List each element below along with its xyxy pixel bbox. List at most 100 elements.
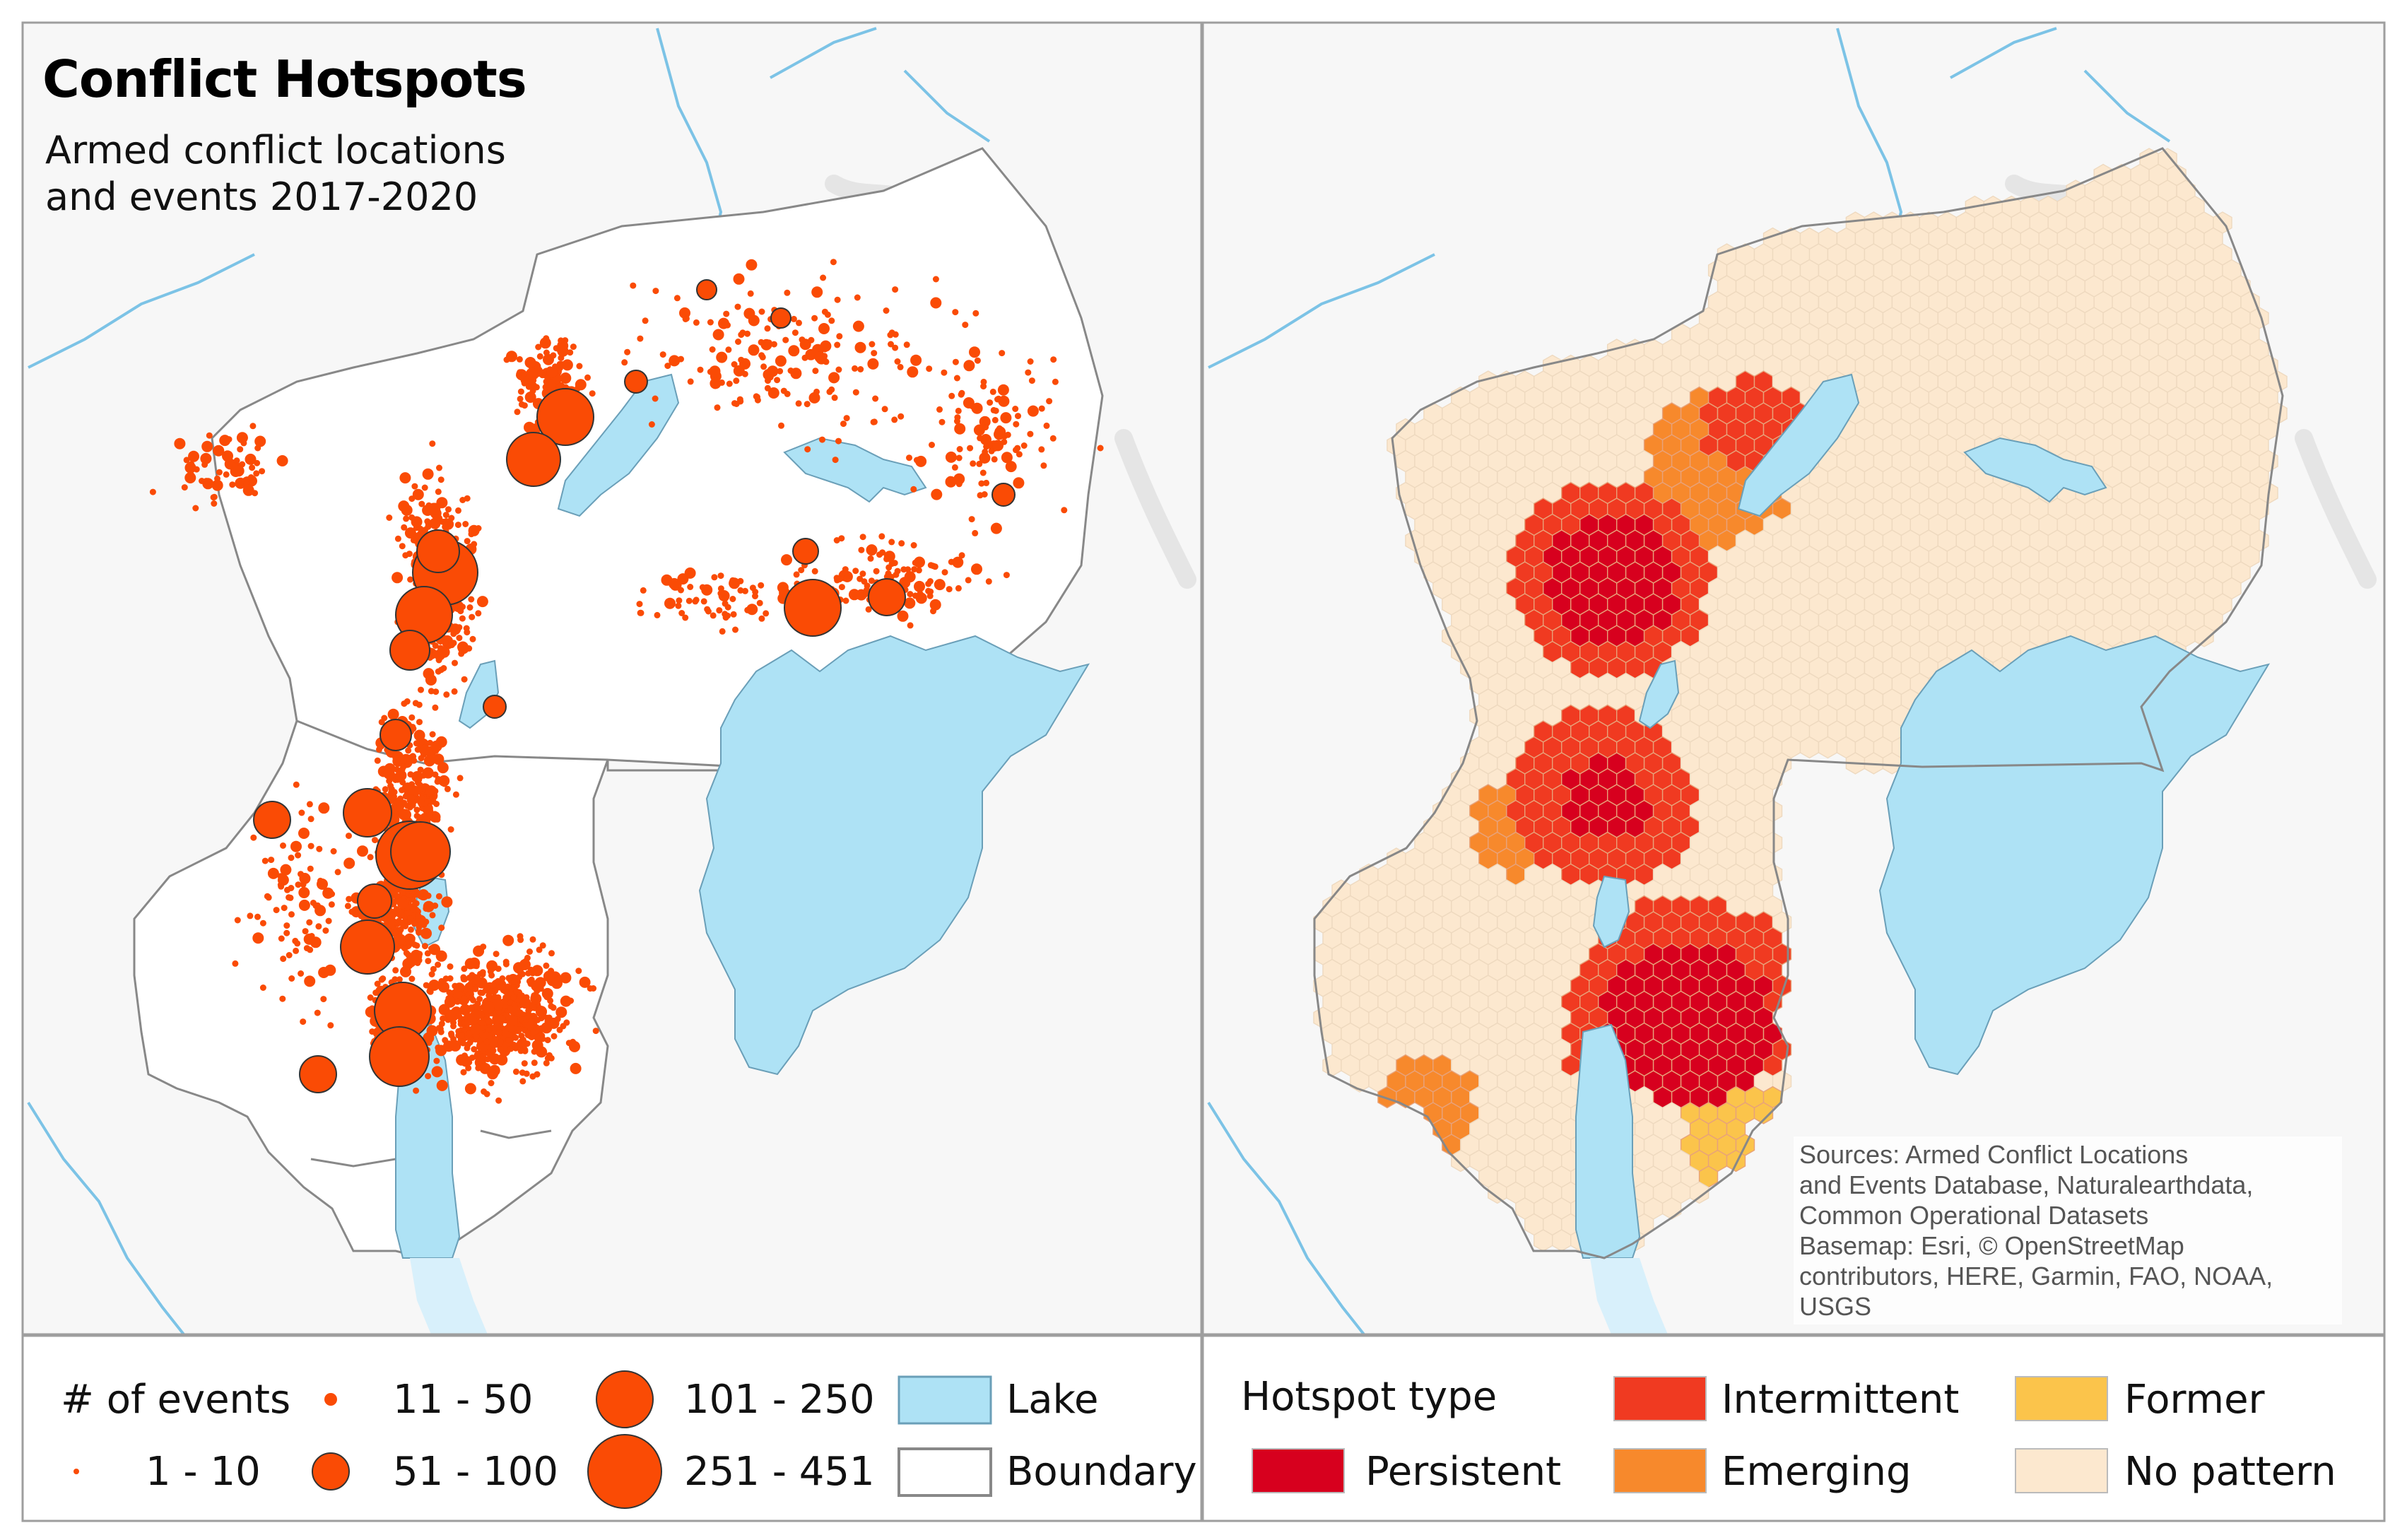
event-point (492, 999, 504, 1011)
event-point (413, 740, 420, 747)
event-point (955, 407, 962, 414)
event-point (242, 484, 254, 496)
event-point (907, 591, 914, 598)
event-point (288, 975, 295, 982)
legend-symbol-101-250 (596, 1370, 654, 1428)
event-point (424, 798, 431, 805)
event-point (517, 1047, 524, 1054)
event-point (464, 1083, 476, 1095)
event-point (293, 947, 300, 954)
event-point (384, 917, 396, 929)
event-point (411, 516, 423, 528)
event-point (752, 589, 759, 595)
event-point (510, 1006, 522, 1018)
event-point (213, 445, 225, 457)
event-point (983, 479, 990, 486)
event-point (367, 994, 374, 1001)
event-point (268, 857, 275, 864)
event-point (973, 424, 985, 436)
event-point (539, 942, 546, 949)
event-point (1020, 442, 1028, 449)
event-point (264, 893, 271, 900)
event-point (1013, 421, 1020, 428)
event-point (737, 398, 744, 405)
event-point (307, 946, 314, 953)
event-point (701, 584, 713, 596)
event-point (717, 585, 724, 592)
event-point (1015, 413, 1021, 420)
hotspot-map-panel (1201, 21, 2386, 1336)
hotspot-hex (1689, 1181, 1709, 1204)
event-point (346, 895, 353, 903)
event-point (967, 445, 974, 452)
event-point (304, 975, 316, 987)
event-point (1061, 507, 1068, 514)
event-point (440, 1015, 447, 1022)
event-point (842, 566, 849, 573)
event-point (413, 900, 420, 907)
event-point (512, 975, 519, 982)
event-point (476, 596, 488, 608)
event-point (451, 1006, 462, 1018)
event-point (1028, 377, 1035, 384)
event-point (457, 775, 464, 782)
event-point (767, 387, 779, 399)
event-point (931, 488, 943, 500)
event-point (514, 408, 521, 416)
event-point (676, 597, 683, 604)
event-point (804, 446, 811, 453)
event-point (907, 366, 919, 378)
event-point (372, 989, 379, 997)
event-point (864, 587, 870, 594)
legend-swatch-lake (898, 1375, 992, 1425)
legend-swatch-intermittent (1613, 1376, 1707, 1421)
event-point (485, 1018, 493, 1025)
event-point (428, 688, 435, 695)
event-point (955, 584, 962, 592)
event-point (450, 630, 457, 637)
event-point (544, 1037, 551, 1044)
event-point (466, 975, 473, 981)
event-point (410, 906, 417, 913)
event-point (280, 956, 287, 963)
event-point (790, 315, 797, 322)
event-point (396, 898, 408, 910)
event-point (435, 950, 447, 962)
event-point (828, 317, 835, 324)
event-point (857, 366, 864, 372)
event-point (801, 354, 808, 361)
event-point (423, 755, 435, 767)
event-point (459, 1032, 465, 1039)
event-point (887, 551, 894, 558)
event-point (404, 802, 411, 809)
event-point (531, 1048, 538, 1055)
event-point (299, 1055, 337, 1093)
event-point (879, 549, 886, 556)
event-point (259, 984, 266, 991)
event-point (456, 635, 463, 642)
event-point (357, 845, 368, 857)
event-point (765, 377, 771, 384)
hotspot-hex (1451, 1149, 1471, 1172)
event-point (873, 568, 880, 575)
event-point (787, 368, 794, 374)
event-point (423, 918, 430, 925)
event-point (707, 319, 714, 326)
event-point (379, 719, 412, 751)
event-point (543, 335, 550, 342)
event-point (279, 877, 286, 884)
event-point (247, 912, 254, 919)
event-point (452, 659, 458, 666)
event-point (894, 358, 901, 365)
event-point (558, 382, 565, 389)
event-point (470, 997, 476, 1004)
event-point (978, 480, 985, 487)
event-point (417, 893, 424, 900)
event-point (836, 333, 843, 340)
event-point (378, 719, 385, 726)
event-point (733, 365, 745, 377)
event-point (659, 351, 666, 358)
event-point (283, 929, 290, 936)
hotspot-hex (1753, 1102, 1774, 1124)
event-point (983, 443, 990, 450)
